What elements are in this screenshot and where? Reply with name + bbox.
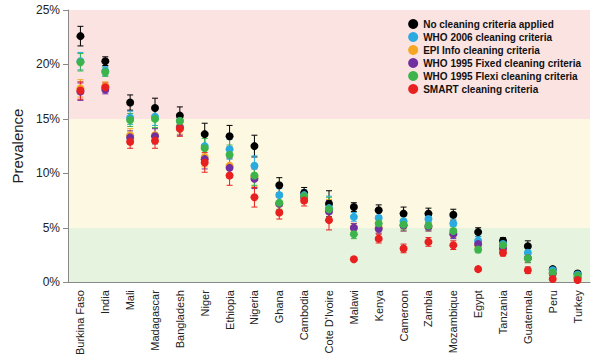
svg-text:Guatemala: Guatemala xyxy=(522,289,534,344)
svg-text:India: India xyxy=(99,289,111,314)
svg-text:Cambodia: Cambodia xyxy=(298,289,310,340)
svg-text:Cameroon: Cameroon xyxy=(398,290,410,341)
svg-text:Bangladesh: Bangladesh xyxy=(174,290,186,348)
svg-text:No cleaning criteria applied: No cleaning criteria applied xyxy=(423,19,554,30)
svg-text:20%: 20% xyxy=(36,57,60,71)
svg-text:WHO 1995 Fixed cleaning criter: WHO 1995 Fixed cleaning criteria xyxy=(423,58,581,69)
svg-text:Ethiopia: Ethiopia xyxy=(224,289,236,330)
svg-text:Niger: Niger xyxy=(199,290,211,317)
svg-text:Peru: Peru xyxy=(547,290,559,313)
svg-text:Kenya: Kenya xyxy=(373,289,385,321)
svg-text:Prevalence: Prevalence xyxy=(9,109,26,184)
svg-text:10%: 10% xyxy=(36,166,60,180)
svg-text:Turkey: Turkey xyxy=(572,290,584,324)
svg-text:Mali: Mali xyxy=(124,290,136,310)
svg-text:0%: 0% xyxy=(43,275,61,289)
svg-text:Egypt: Egypt xyxy=(472,290,484,318)
svg-text:25%: 25% xyxy=(36,3,60,17)
svg-text:5%: 5% xyxy=(43,221,61,235)
svg-text:EPI Info cleaning criteria: EPI Info cleaning criteria xyxy=(423,45,540,56)
svg-text:Malawi: Malawi xyxy=(348,290,360,324)
svg-text:Tanzania: Tanzania xyxy=(497,289,509,334)
svg-text:Nigeria: Nigeria xyxy=(248,289,260,325)
svg-text:Madagascar: Madagascar xyxy=(149,290,161,351)
svg-text:WHO 1995 Flexi cleaning criter: WHO 1995 Flexi cleaning criteria xyxy=(423,71,578,82)
svg-text:Mozambique: Mozambique xyxy=(447,290,459,353)
svg-text:SMART cleaning criteria: SMART cleaning criteria xyxy=(423,84,538,95)
svg-text:Zambia: Zambia xyxy=(422,289,434,327)
svg-text:Burkina Faso: Burkina Faso xyxy=(74,290,86,355)
svg-text:Ghana: Ghana xyxy=(273,289,285,323)
svg-text:WHO 2006 cleaning criteria: WHO 2006 cleaning criteria xyxy=(423,32,552,43)
svg-text:15%: 15% xyxy=(36,112,60,126)
svg-text:Cote D'Ivoire: Cote D'Ivoire xyxy=(323,290,335,353)
